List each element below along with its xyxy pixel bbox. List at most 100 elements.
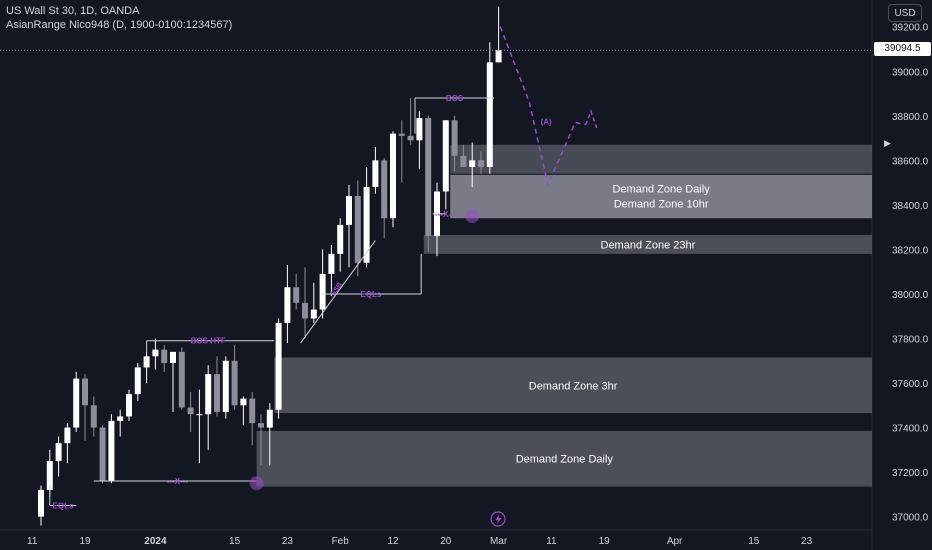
- y-tick-label: 38400.0: [892, 201, 929, 212]
- candle-body: [152, 349, 159, 357]
- candle-body: [258, 423, 264, 428]
- zone-label: Demand Zone 10hr: [614, 199, 709, 211]
- demand-zone: [274, 357, 872, 414]
- demand-zone: [256, 430, 873, 487]
- candle-body: [64, 427, 71, 444]
- candle-body: [240, 398, 247, 406]
- projection-path: [499, 26, 586, 188]
- candle-body: [231, 360, 238, 406]
- y-tick-label: 39200.0: [892, 23, 929, 34]
- x-tick-label: 2024: [144, 536, 167, 547]
- eqls-label: EQLs: [53, 502, 74, 511]
- candle-body: [99, 427, 106, 482]
- candle-body: [302, 302, 308, 319]
- candle-body: [46, 460, 53, 490]
- candle-body: [363, 187, 370, 263]
- x-tick-label: 15: [748, 536, 760, 547]
- demand-zone: [450, 144, 872, 174]
- candle-body: [460, 155, 467, 168]
- candle-body: [372, 160, 379, 188]
- demand-zone: [423, 234, 872, 254]
- candle-body: [90, 405, 97, 428]
- x-tick-label: 19: [79, 536, 91, 547]
- candle-body: [381, 160, 388, 219]
- candle-body: [398, 133, 405, 136]
- candle-body: [196, 414, 203, 416]
- ssb-label: SSB: [330, 282, 344, 298]
- candle-body: [187, 407, 194, 415]
- candle-body: [82, 378, 88, 406]
- x-tick-label: 11: [546, 536, 557, 547]
- candle-body: [337, 224, 344, 254]
- candle-body: [117, 416, 124, 421]
- y-tick-label: 37800.0: [892, 334, 929, 345]
- candle-body: [73, 378, 80, 428]
- candle-body: [425, 118, 432, 237]
- lightning-icon: [490, 511, 506, 527]
- x-tick-label: Apr: [667, 536, 683, 547]
- indicator-label[interactable]: AsianRange Nico948 (D, 1900-0100:1234567…: [6, 19, 233, 31]
- candle-body: [275, 322, 282, 410]
- x-marker-label: ---X---: [435, 210, 457, 219]
- ssb-line: [300, 240, 376, 344]
- candle-body: [205, 374, 212, 415]
- expand-right-icon[interactable]: ▶: [884, 138, 891, 148]
- x-tick-label: Mar: [490, 536, 508, 547]
- y-tick-label: 38800.0: [892, 112, 929, 123]
- candle-body: [284, 287, 291, 323]
- projection-path: [585, 109, 598, 130]
- sweep-circle: [465, 209, 480, 224]
- candle-body: [249, 398, 256, 424]
- chart-title: US Wall St 30, 1D, OANDA: [6, 5, 140, 17]
- candle-body: [161, 349, 168, 363]
- candle-body: [451, 120, 458, 156]
- x-tick-label: 15: [229, 536, 241, 547]
- x-tick-label: 23: [801, 536, 813, 547]
- x-tick-label: 12: [387, 536, 399, 547]
- y-tick-label: 38600.0: [892, 156, 929, 167]
- x-tick-label: 23: [282, 536, 294, 547]
- zone-label: Demand Zone 3hr: [529, 380, 618, 392]
- candle-body: [442, 120, 449, 192]
- candle-body: [478, 160, 484, 168]
- wave-label: (A): [541, 118, 552, 127]
- candle-body: [390, 133, 396, 219]
- zone-label: Demand Zone Daily: [612, 184, 710, 196]
- candle-body: [266, 409, 273, 428]
- candle-body: [416, 118, 423, 141]
- lightning-icon: [495, 514, 502, 524]
- candle-body: [310, 309, 317, 319]
- candle-body: [55, 443, 62, 461]
- candle-body: [134, 367, 141, 395]
- demand-zone: [450, 174, 872, 219]
- y-tick-label: 39000.0: [892, 67, 929, 78]
- sweep-circle: [249, 476, 264, 491]
- candle-body: [214, 374, 220, 412]
- candle-body: [293, 287, 300, 303]
- currency-button[interactable]: USD: [888, 4, 922, 22]
- x-tick-label: Feb: [332, 536, 350, 547]
- y-tick-label: 38200.0: [892, 245, 929, 256]
- zone-label: Demand Zone Daily: [516, 454, 614, 466]
- y-tick-label: 37400.0: [892, 424, 929, 435]
- bos-label: BOS: [446, 94, 464, 103]
- candle-body: [108, 420, 115, 482]
- y-tick-label: 37200.0: [892, 468, 929, 479]
- y-tick-label: 38000.0: [892, 290, 929, 301]
- y-tick-label: 37600.0: [892, 379, 929, 390]
- candle-body: [354, 195, 361, 263]
- candle-body: [170, 351, 176, 363]
- x-tick-label: 20: [440, 536, 452, 547]
- candle-body: [486, 62, 493, 168]
- candle-body: [222, 360, 229, 412]
- candle-body: [328, 253, 335, 274]
- candle-body: [126, 394, 132, 417]
- candle-body: [143, 356, 150, 368]
- zone-label: Demand Zone 23hr: [601, 239, 696, 251]
- y-tick-label: 37000.0: [892, 513, 929, 524]
- x-marker-label: ---X---: [167, 477, 189, 486]
- last-price-label: 39094.5: [874, 42, 931, 56]
- x-tick-label: 11: [27, 536, 38, 547]
- candle-body: [469, 160, 476, 168]
